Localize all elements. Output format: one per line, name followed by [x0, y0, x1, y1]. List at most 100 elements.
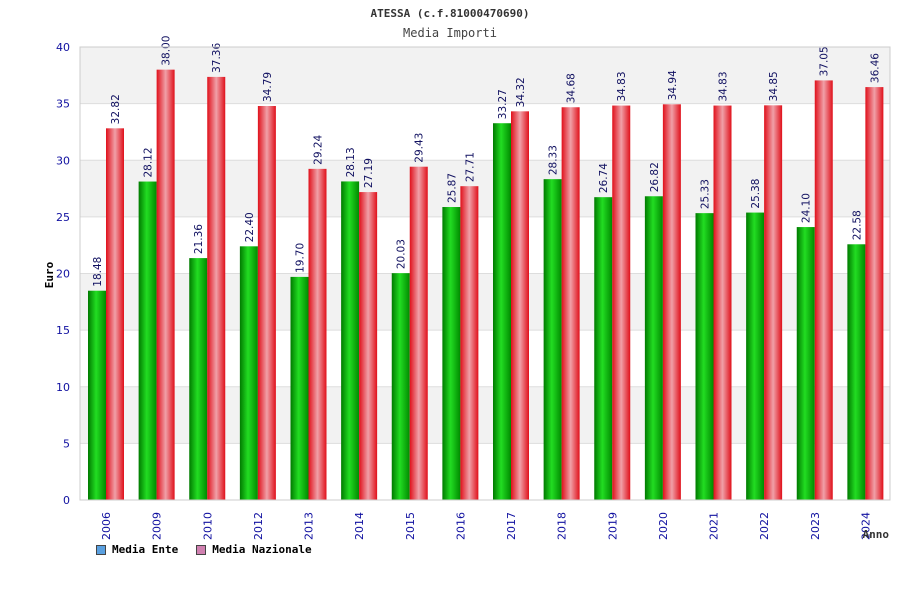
data-label: 22.58 — [851, 210, 863, 240]
y-tick-label: 20 — [56, 268, 70, 281]
legend-label-nazionale: Media Nazionale — [212, 543, 312, 556]
data-label: 25.87 — [446, 173, 458, 203]
data-label: 26.82 — [649, 162, 661, 192]
data-label: 26.74 — [598, 163, 610, 193]
data-label: 34.32 — [515, 77, 527, 107]
bar-media-ente-2017 — [493, 123, 511, 500]
x-tick-label: 2019 — [606, 512, 619, 540]
bar-media-nazionale-2006 — [106, 128, 124, 500]
data-label: 28.33 — [548, 145, 560, 175]
x-tick-label: 2020 — [657, 512, 670, 540]
bar-media-nazionale-2015 — [409, 166, 428, 500]
plot-border — [79, 46, 891, 501]
bar-media-ente-2016 — [442, 207, 461, 500]
data-label: 37.36 — [211, 43, 223, 73]
legend-swatch-ente — [96, 544, 106, 555]
legend: Media Ente Media Nazionale — [96, 543, 312, 556]
data-label: 28.12 — [143, 147, 155, 177]
x-tick-label: 2021 — [708, 512, 721, 540]
data-label: 34.68 — [566, 73, 578, 103]
data-label: 32.82 — [110, 94, 122, 124]
data-label: 25.38 — [750, 179, 762, 209]
bar-media-nazionale-2022 — [764, 105, 783, 500]
data-label: 21.36 — [193, 224, 205, 254]
bar-media-nazionale-2014 — [359, 192, 378, 501]
data-label: 28.13 — [345, 147, 357, 177]
y-tick-label: 35 — [56, 98, 70, 111]
bar-media-ente-2014 — [341, 181, 360, 501]
bar-media-ente-2023 — [796, 227, 815, 500]
bar-media-ente-2013 — [290, 276, 309, 500]
legend-item-media-ente: Media Ente — [96, 543, 178, 556]
data-label: 34.79 — [262, 72, 274, 102]
data-label: 29.24 — [313, 134, 325, 164]
data-label: 18.48 — [92, 257, 104, 287]
bar-media-ente-2018 — [543, 179, 562, 500]
x-tick-label: 2016 — [454, 512, 467, 540]
bar-media-ente-2012 — [239, 246, 258, 500]
chart-title: ATESSA (c.f.81000470690) — [371, 7, 530, 20]
y-tick-label: 40 — [56, 41, 70, 54]
bar-media-nazionale-2016 — [460, 186, 479, 500]
legend-label-ente: Media Ente — [112, 543, 179, 556]
data-label: 20.03 — [396, 239, 408, 269]
x-tick-label: 2017 — [505, 512, 518, 540]
bar-media-ente-2010 — [189, 258, 208, 500]
y-axis-label: Euro — [43, 261, 56, 288]
data-label: 24.10 — [801, 193, 813, 223]
data-label: 27.71 — [464, 152, 476, 182]
bar-media-nazionale-2017 — [511, 111, 529, 501]
x-tick-label: 2024 — [859, 512, 872, 540]
x-tick-label: 2009 — [151, 512, 164, 540]
bar-media-ente-2022 — [746, 212, 765, 500]
bar-media-nazionale-2013 — [308, 168, 327, 500]
y-tick-label: 10 — [56, 381, 70, 394]
y-tick-label: 25 — [56, 211, 70, 224]
data-label: 34.85 — [768, 71, 780, 101]
bar-media-nazionale-2020 — [662, 104, 681, 500]
legend-swatch-nazionale — [196, 544, 207, 555]
bar-media-ente-2021 — [695, 213, 714, 500]
x-tick-label: 2022 — [758, 512, 771, 540]
data-label: 25.33 — [700, 179, 712, 209]
bar-media-nazionale-2019 — [612, 105, 631, 501]
legend-item-media-nazionale: Media Nazionale — [196, 543, 312, 556]
x-tick-label: 2015 — [404, 512, 417, 540]
data-label: 34.83 — [616, 71, 628, 101]
bar-media-ente-2024 — [847, 244, 866, 500]
data-label: 38.00 — [161, 36, 173, 66]
y-tick-label: 15 — [56, 324, 70, 337]
y-tick-label: 5 — [63, 437, 70, 450]
data-label: 22.40 — [244, 212, 256, 242]
bar-media-ente-2019 — [594, 197, 613, 500]
bar-media-nazionale-2012 — [257, 106, 276, 501]
x-tick-label: 2013 — [303, 512, 316, 540]
bar-media-nazionale-2010 — [207, 76, 226, 500]
data-label: 36.46 — [869, 53, 881, 83]
x-tick-label: 2014 — [353, 512, 366, 540]
data-label: 19.70 — [295, 243, 307, 273]
bar-media-nazionale-2021 — [713, 105, 732, 501]
bar-media-nazionale-2009 — [156, 69, 175, 501]
data-label: 27.19 — [363, 158, 375, 188]
bar-media-ente-2015 — [391, 273, 410, 500]
y-tick-label: 30 — [56, 154, 70, 167]
x-axis-label: Anno — [863, 528, 890, 541]
x-tick-label: 2010 — [201, 512, 214, 540]
bar-media-nazionale-2024 — [865, 87, 884, 500]
data-label: 33.27 — [497, 89, 509, 119]
x-tick-label: 2018 — [556, 512, 569, 540]
y-tick-label: 0 — [63, 494, 70, 507]
x-tick-label: 2006 — [100, 512, 113, 540]
data-label: 34.94 — [667, 70, 679, 100]
x-tick-label: 2023 — [809, 512, 822, 540]
x-tick-label: 2012 — [252, 512, 265, 540]
bar-media-ente-2020 — [644, 196, 663, 501]
bar-media-nazionale-2018 — [561, 107, 580, 501]
bar-media-ente-2009 — [138, 181, 157, 500]
chart-subtitle: Media Importi — [403, 26, 497, 40]
bar-media-nazionale-2023 — [814, 80, 833, 500]
data-label: 37.05 — [819, 46, 831, 76]
data-label: 29.43 — [414, 133, 426, 163]
